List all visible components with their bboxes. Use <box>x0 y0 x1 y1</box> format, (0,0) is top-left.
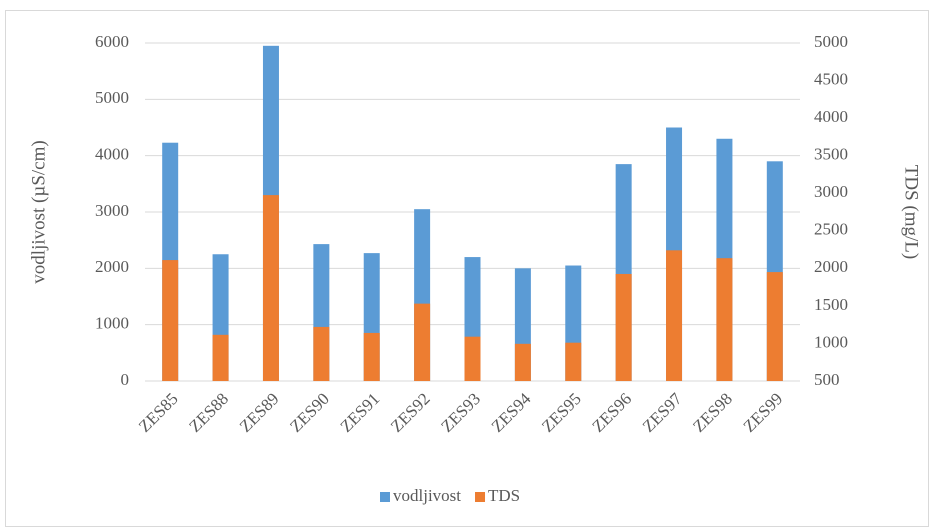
y-tick-label: 3000 <box>95 201 129 220</box>
bar <box>514 343 531 381</box>
y-tick-label: 5000 <box>95 88 129 107</box>
y2-axis-title: TDS (mg/L) <box>901 165 922 259</box>
bar <box>363 332 380 381</box>
legend-label: TDS <box>488 486 520 505</box>
y2-tick-label: 5000 <box>814 32 848 51</box>
bar <box>615 273 632 381</box>
y-tick-label: 4000 <box>95 145 129 164</box>
y2-tick-label: 3500 <box>814 145 848 164</box>
y2-tick-label: 2500 <box>814 220 848 239</box>
bar <box>212 334 229 381</box>
bar <box>262 195 279 381</box>
y2-tick-label: 1500 <box>814 295 848 314</box>
bar <box>666 250 683 381</box>
legend-swatch <box>475 492 486 502</box>
bar <box>464 336 481 381</box>
y2-tick-label: 4000 <box>814 107 848 126</box>
y2-tick-label: 500 <box>814 370 840 389</box>
y-tick-label: 0 <box>121 370 130 389</box>
bar <box>716 258 733 381</box>
bar <box>162 260 179 381</box>
bar <box>414 303 431 381</box>
y2-tick-label: 3000 <box>814 182 848 201</box>
bar <box>313 326 330 381</box>
y-axis-title: vodljivost (µS/cm) <box>28 140 49 283</box>
y2-tick-label: 4500 <box>814 69 848 88</box>
y-tick-label: 2000 <box>95 257 129 276</box>
legend-label: vodljivost <box>393 486 461 505</box>
y-tick-label: 6000 <box>95 32 129 51</box>
y2-tick-label: 2000 <box>814 257 848 276</box>
bar <box>565 342 582 381</box>
legend-swatch <box>380 492 390 502</box>
bar <box>766 272 783 381</box>
y2-tick-label: 1000 <box>814 332 848 351</box>
y-tick-label: 1000 <box>95 314 129 333</box>
